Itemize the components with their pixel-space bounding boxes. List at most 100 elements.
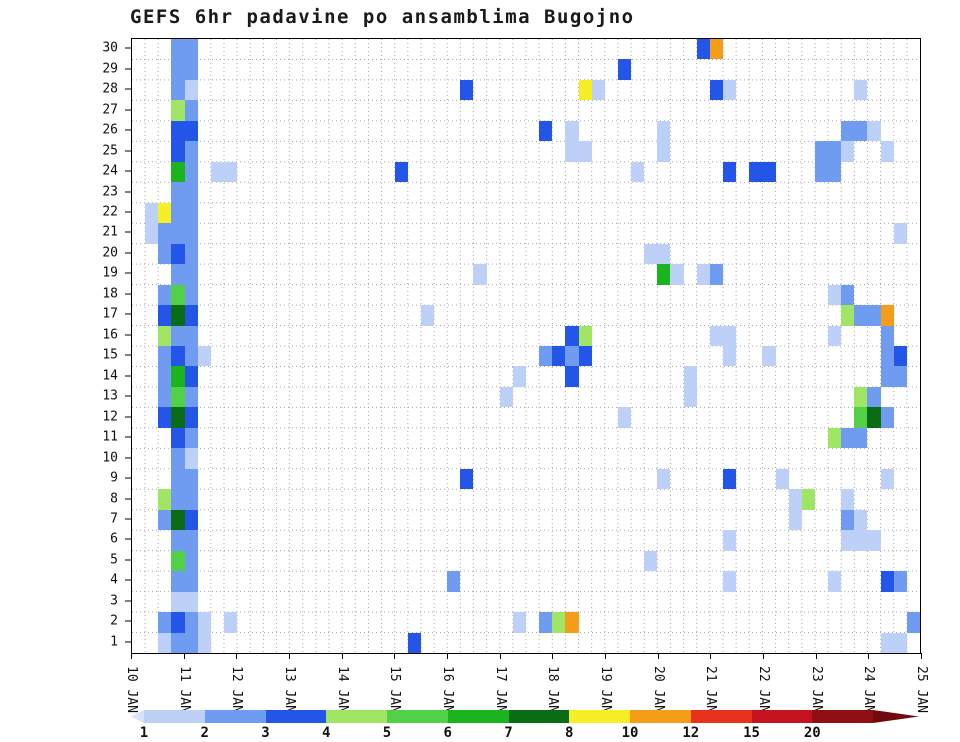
heatmap-cell xyxy=(184,468,198,490)
heatmap-cell xyxy=(447,571,461,592)
heatmap-cell xyxy=(854,305,868,326)
y-tick-label: 18 xyxy=(102,286,118,302)
heatmap-cell xyxy=(723,346,737,367)
x-tick-label: 17 JAN xyxy=(492,666,508,713)
heatmap-cell xyxy=(171,264,185,285)
y-tick xyxy=(125,88,131,90)
colorbar-tick-label: 12 xyxy=(682,725,700,741)
colorbar-segment xyxy=(265,710,327,723)
heatmap-cell xyxy=(723,325,737,346)
y-tick-label: 25 xyxy=(102,143,118,159)
colorbar-tick-label: 20 xyxy=(803,725,821,741)
x-tick xyxy=(710,653,712,659)
heatmap-cell xyxy=(197,632,211,653)
y-tick xyxy=(125,47,131,49)
heatmap-cell xyxy=(841,141,855,162)
heatmap-cell xyxy=(867,386,881,408)
x-tick xyxy=(236,653,238,659)
heatmap-cell xyxy=(171,632,185,653)
y-tick-label: 8 xyxy=(110,491,118,506)
plot-area xyxy=(131,38,921,654)
heatmap-cell xyxy=(854,386,868,408)
y-tick xyxy=(125,477,131,479)
y-tick xyxy=(125,354,131,356)
y-tick-label: 29 xyxy=(102,61,118,77)
heatmap-cell xyxy=(184,448,198,469)
heatmap-cell xyxy=(184,39,198,60)
heatmap-cell xyxy=(631,161,645,183)
heatmap-cell xyxy=(657,141,671,162)
x-tick-label: 18 JAN xyxy=(545,666,561,713)
heatmap-cell xyxy=(565,120,579,142)
heatmap-cell xyxy=(184,100,198,121)
y-tick-label: 27 xyxy=(102,102,118,118)
heatmap-cell xyxy=(184,161,198,183)
x-tick xyxy=(552,653,554,659)
heatmap-cell xyxy=(171,79,185,101)
heatmap-cell xyxy=(158,632,172,653)
heatmap-cell xyxy=(184,632,198,653)
heatmap-cell xyxy=(841,120,855,142)
heatmap-cell xyxy=(723,530,737,551)
heatmap-cell xyxy=(158,284,172,306)
colorbar-cap-left xyxy=(131,710,144,723)
x-tick xyxy=(341,653,343,659)
heatmap-cell xyxy=(644,550,658,572)
heatmap-cell xyxy=(657,243,671,265)
y-tick xyxy=(125,375,131,377)
heatmap-cell xyxy=(145,202,159,224)
heatmap-cell xyxy=(512,366,526,387)
y-tick-label: 23 xyxy=(102,184,118,199)
heatmap-cell xyxy=(171,530,185,551)
heatmap-cell xyxy=(565,325,579,346)
y-tick-label: 24 xyxy=(102,163,118,179)
heatmap-cell xyxy=(828,141,842,162)
heatmap-cell xyxy=(171,182,185,203)
heatmap-cell xyxy=(158,386,172,408)
x-tick-label: 13 JAN xyxy=(282,666,297,713)
y-tick-label: 5 xyxy=(110,552,118,568)
heatmap-cell xyxy=(171,100,185,121)
heatmap-cell xyxy=(854,427,868,449)
heatmap-cell xyxy=(841,427,855,449)
heatmap-cell xyxy=(867,120,881,142)
y-tick-label: 13 xyxy=(102,388,118,404)
heatmap-cell xyxy=(184,489,198,510)
heatmap-cell xyxy=(171,612,185,633)
heatmap-cell xyxy=(171,325,185,346)
heatmap-cell xyxy=(841,509,855,531)
y-tick xyxy=(125,334,131,336)
heatmap-cell xyxy=(184,427,198,449)
heatmap-cell xyxy=(828,325,842,346)
heatmap-cell xyxy=(709,79,723,101)
x-tick xyxy=(131,653,132,659)
heatmap-cell xyxy=(893,346,907,367)
y-tick xyxy=(125,68,131,70)
heatmap-cell xyxy=(696,39,710,60)
heatmap-cell xyxy=(171,346,185,367)
heatmap-cell xyxy=(184,407,198,428)
heatmap-cell xyxy=(420,305,435,326)
heatmap-cell xyxy=(893,223,907,244)
y-tick-label: 21 xyxy=(102,224,118,240)
heatmap-cell xyxy=(709,264,723,285)
heatmap-cell xyxy=(657,264,671,285)
heatmap-cell xyxy=(171,407,185,428)
x-tick-label: 21 JAN xyxy=(703,666,719,713)
heatmap-cell xyxy=(539,346,553,367)
colorbar-segment xyxy=(630,710,691,723)
x-axis: 10 JAN 11 JAN 12 JAN 13 JAN 14 JAN 15 JAN 16 J… xyxy=(124,653,929,713)
heatmap-cell xyxy=(880,632,894,653)
x-tick xyxy=(815,653,817,659)
y-tick xyxy=(125,150,131,152)
heatmap-cell xyxy=(841,530,855,551)
heatmap-cell xyxy=(171,427,185,449)
colorbar-tick-label: 15 xyxy=(743,725,760,741)
heatmap-cell xyxy=(880,305,894,326)
y-tick-label: 28 xyxy=(102,81,118,97)
heatmap-cell xyxy=(158,305,172,326)
y-tick xyxy=(125,436,131,438)
heatmap-cell xyxy=(184,305,198,326)
heatmap-cell xyxy=(644,243,658,265)
